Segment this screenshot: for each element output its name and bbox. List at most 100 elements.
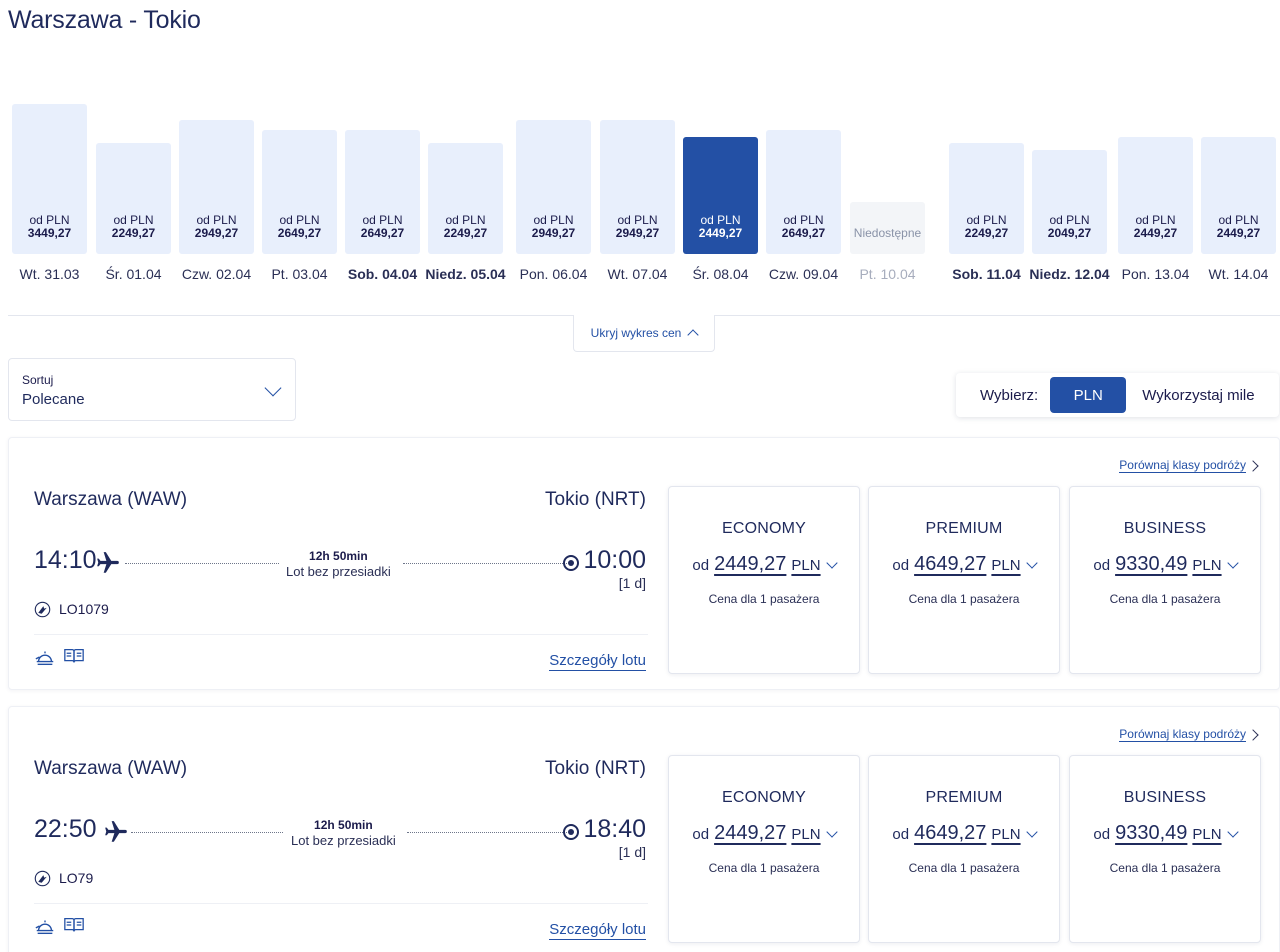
chart-bar: od PLN 2249,27 [428,143,503,254]
flight-card: Porównaj klasy podróży Warszawa (WAW) To… [8,437,1280,690]
fare-amount: 4649,27 [914,822,987,844]
chart-day-1[interactable]: od PLN 2249,27 Śr. 01.04 [96,0,171,290]
chart-bar-selected: od PLN 2449,27 [683,136,758,254]
fare-option-economy[interactable]: ECONOMY od 2449,27 PLN Cena dla 1 pasaże… [668,755,860,943]
fare-option-business[interactable]: BUSINESS od 9330,49 PLN Cena dla 1 pasaż… [1069,486,1261,674]
route-line [403,563,567,564]
compare-classes-link[interactable]: Porównaj klasy podróży [1119,458,1246,473]
fare-class-name: ECONOMY [721,789,807,806]
route-line [131,832,283,833]
sort-value: Polecane [22,391,85,408]
chart-day-6[interactable]: od PLN 2949,27 Pon. 06.04 [516,0,591,290]
card-divider [34,634,648,635]
fare-price: od 4649,27 PLN [869,822,1059,845]
magazine-icon [64,917,84,932]
fare-amount: 2449,27 [714,553,787,575]
chart-price-label: od PLN 2449,27 [1201,212,1276,240]
chevron-down-icon [1025,557,1038,569]
chart-day-8[interactable]: od PLN 2449,27 Śr. 08.04 [683,0,758,290]
chart-day-11[interactable]: od PLN 2249,27 Sob. 11.04 [949,0,1024,290]
chart-date-label: Czw. 02.04 [181,266,252,282]
fare-class-name: PREMIUM [925,520,1003,537]
chart-day-4[interactable]: od PLN 2649,27 Sob. 04.04 [345,0,420,290]
fare-currency: PLN [1192,826,1222,843]
chart-day-0[interactable]: od PLN 3449,27 Wt. 31.03 [12,0,87,290]
chart-day-13[interactable]: od PLN 2449,27 Pon. 13.04 [1118,0,1193,290]
chart-price-value: 2949,27 [194,225,239,240]
chart-price-label: od PLN 2949,27 [516,212,591,240]
chart-bar: od PLN 2949,27 [516,120,591,254]
sort-dropdown[interactable]: Sortuj Polecane [8,358,296,421]
chart-price-label: od PLN 2949,27 [600,213,675,240]
chart-day-7[interactable]: od PLN 2949,27 Wt. 07.04 [600,0,675,290]
chart-date-label: Śr. 01.04 [105,266,162,282]
sort-label: Sortuj [22,373,54,387]
fare-note: Cena dla 1 pasażera [1109,592,1221,606]
chart-day-10[interactable]: Niedostępne Pt. 10.04 [850,0,925,290]
fare-price: od 9330,49 PLN [1070,553,1260,576]
chart-price-value: 3449,27 [27,226,72,240]
card-divider [34,903,648,904]
chart-date-label: Wt. 31.03 [19,266,80,282]
chart-price-label: od PLN 2449,27 [1118,212,1193,240]
chart-price-value: 2449,27 [1133,225,1178,240]
chart-price-label: od PLN 2249,27 [949,213,1024,240]
use-miles-button[interactable]: Wykorzystaj mile [1142,386,1255,404]
fare-note: Cena dla 1 pasażera [1109,861,1221,875]
chart-price-prefix: od PLN [113,212,154,227]
pln-button[interactable]: PLN [1050,377,1127,413]
plane-icon [97,552,119,573]
compare-classes-link[interactable]: Porównaj klasy podróży [1119,727,1246,742]
chart-bar: od PLN 2449,27 [1118,136,1193,254]
meal-icon [35,651,54,666]
chart-date-label: Pon. 06.04 [519,266,588,282]
chart-day-9[interactable]: od PLN 2649,27 Czw. 09.04 [766,0,841,290]
chevron-down-icon [825,826,838,838]
fare-prefix: od [892,557,910,574]
fare-option-economy[interactable]: ECONOMY od 2449,27 PLN Cena dla 1 pasaże… [668,486,860,674]
origin-city: Warszawa (WAW) [34,758,188,779]
chevron-down-icon [1025,826,1038,838]
flight-number: LO1079 [59,601,109,617]
chart-day-12[interactable]: od PLN 2049,27 Niedz. 12.04 [1029,0,1110,290]
chart-price-value: 2249,27 [111,225,156,240]
chart-price-prefix: od PLN [533,212,574,227]
chevron-down-icon [1226,557,1239,569]
chart-day-3[interactable]: od PLN 2649,27 Pt. 03.04 [262,0,337,290]
chart-price-prefix: od PLN [1135,212,1176,227]
flight-details-link[interactable]: Szczegóły lotu [549,652,646,671]
chart-price-prefix: od PLN [445,212,486,227]
chevron-up-icon [687,329,700,341]
fare-class-name: BUSINESS [1123,789,1207,806]
fare-prefix: od [1093,826,1111,843]
destination-city: Tokio (NRT) [545,758,646,779]
currency-switch: Wybierz: PLN Wykorzystaj mile [956,373,1279,417]
fare-option-premium[interactable]: PREMIUM od 4649,27 PLN Cena dla 1 pasaże… [868,486,1060,674]
plane-icon [105,821,127,842]
fare-amount: 4649,27 [914,553,987,575]
chart-price-prefix: od PLN [1218,212,1259,227]
chart-price-label: od PLN 2649,27 [766,213,841,240]
flight-details-link[interactable]: Szczegóły lotu [549,921,646,940]
airline-logo-icon [34,870,51,887]
fare-prefix: od [1093,557,1111,574]
chart-date-label: Śr. 08.04 [692,266,749,282]
day-shift: [1 d] [618,575,646,591]
chart-day-14[interactable]: od PLN 2449,27 Wt. 14.04 [1201,0,1276,290]
duration-info: 12h 50min Lot bez przesiadki [286,549,391,579]
fare-prefix: od [692,826,710,843]
chart-bar: od PLN 2449,27 [1201,136,1276,254]
fare-currency: PLN [791,826,821,843]
chart-price-label: od PLN 2249,27 [428,212,503,240]
fare-note: Cena dla 1 pasażera [908,592,1020,606]
chart-bar: od PLN 2049,27 [1032,149,1107,254]
fare-option-premium[interactable]: PREMIUM od 4649,27 PLN Cena dla 1 pasaże… [868,755,1060,943]
chart-date-label: Pt. 10.04 [859,266,916,282]
hide-chart-button[interactable]: Ukryj wykres cen [573,315,715,352]
chart-day-2[interactable]: od PLN 2949,27 Czw. 02.04 [179,0,254,290]
chart-bar: od PLN 3449,27 [12,104,87,254]
fare-option-business[interactable]: BUSINESS od 9330,49 PLN Cena dla 1 pasaż… [1069,755,1261,943]
chart-date-label: Wt. 07.04 [607,266,668,282]
chart-day-5[interactable]: od PLN 2249,27 Niedz. 05.04 [425,0,506,290]
chart-date-label: Czw. 09.04 [768,266,839,282]
